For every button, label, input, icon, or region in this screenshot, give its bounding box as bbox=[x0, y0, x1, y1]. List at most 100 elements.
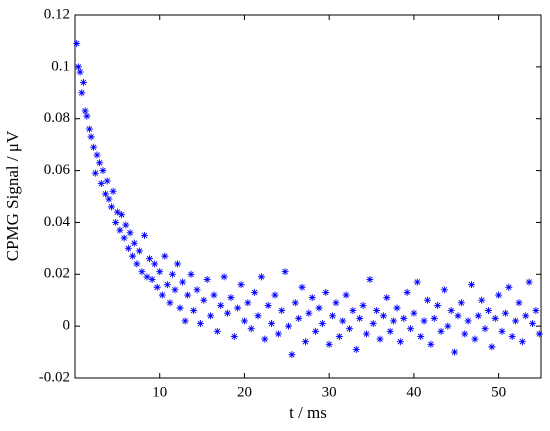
data-point bbox=[261, 335, 269, 343]
data-point bbox=[156, 268, 164, 276]
data-point bbox=[133, 260, 141, 268]
data-point bbox=[356, 314, 364, 322]
x-tick-label: 40 bbox=[406, 384, 421, 400]
data-point bbox=[305, 309, 313, 317]
data-point bbox=[522, 312, 530, 320]
data-point bbox=[325, 340, 333, 348]
data-point bbox=[227, 294, 235, 302]
data-point bbox=[478, 296, 486, 304]
data-point bbox=[163, 281, 171, 289]
data-point bbox=[437, 327, 445, 335]
data-point bbox=[288, 351, 296, 359]
data-point bbox=[427, 340, 435, 348]
data-point bbox=[488, 343, 496, 351]
data-point bbox=[274, 330, 282, 338]
data-point bbox=[508, 333, 516, 341]
data-point bbox=[122, 221, 130, 229]
data-point bbox=[220, 273, 228, 281]
data-point bbox=[278, 307, 286, 315]
data-point bbox=[535, 330, 543, 338]
data-point bbox=[318, 320, 326, 328]
y-tick-label: 0.08 bbox=[44, 110, 70, 126]
data-point bbox=[161, 252, 169, 260]
data-point bbox=[451, 348, 459, 356]
data-point bbox=[143, 273, 151, 281]
data-point bbox=[335, 333, 343, 341]
data-point bbox=[396, 338, 404, 346]
data-point bbox=[532, 307, 540, 315]
data-point bbox=[240, 317, 248, 325]
data-point bbox=[196, 320, 204, 328]
data-point bbox=[322, 288, 330, 296]
data-point bbox=[146, 255, 154, 263]
data-point bbox=[301, 338, 309, 346]
data-point bbox=[200, 296, 208, 304]
data-point bbox=[407, 325, 415, 333]
data-point bbox=[87, 133, 95, 141]
data-point bbox=[257, 273, 265, 281]
data-point bbox=[515, 299, 523, 307]
data-point bbox=[130, 239, 138, 247]
data-point bbox=[346, 325, 354, 333]
data-point bbox=[529, 320, 537, 328]
data-point bbox=[203, 275, 211, 283]
data-point bbox=[332, 299, 340, 307]
data-point bbox=[498, 327, 506, 335]
data-point bbox=[129, 252, 137, 260]
data-point bbox=[85, 125, 93, 133]
data-point bbox=[285, 322, 293, 330]
data-point bbox=[518, 338, 526, 346]
data-point bbox=[247, 325, 255, 333]
data-point bbox=[171, 286, 179, 294]
x-tick-label: 10 bbox=[152, 384, 167, 400]
data-point bbox=[78, 89, 86, 97]
data-point bbox=[444, 322, 452, 330]
data-point bbox=[124, 244, 132, 252]
data-point bbox=[440, 286, 448, 294]
data-point bbox=[410, 309, 418, 317]
plot-area bbox=[74, 14, 542, 379]
data-point bbox=[166, 299, 174, 307]
data-point bbox=[484, 307, 492, 315]
data-point bbox=[393, 304, 401, 312]
data-point bbox=[379, 312, 387, 320]
data-point bbox=[383, 294, 391, 302]
data-point bbox=[83, 112, 91, 120]
data-point bbox=[359, 301, 367, 309]
data-point bbox=[390, 317, 398, 325]
data-point bbox=[491, 314, 499, 322]
data-point bbox=[148, 275, 156, 283]
data-point bbox=[461, 330, 469, 338]
data-point bbox=[187, 270, 195, 278]
y-tick-label: 0 bbox=[63, 318, 71, 334]
data-point bbox=[74, 63, 82, 71]
data-point bbox=[315, 304, 323, 312]
data-point bbox=[120, 234, 128, 242]
data-point bbox=[107, 203, 115, 211]
y-tick-label: -0.02 bbox=[39, 369, 70, 385]
data-point bbox=[254, 312, 262, 320]
data-point bbox=[90, 143, 98, 151]
data-point bbox=[264, 301, 272, 309]
data-point bbox=[73, 40, 81, 48]
data-point bbox=[118, 211, 126, 219]
data-point bbox=[271, 291, 279, 299]
data-point bbox=[176, 304, 184, 312]
data-point bbox=[281, 268, 289, 276]
data-point bbox=[244, 299, 252, 307]
data-point bbox=[349, 307, 357, 315]
data-point bbox=[308, 294, 316, 302]
data-point bbox=[525, 278, 533, 286]
data-point bbox=[109, 187, 117, 195]
data-point bbox=[413, 278, 421, 286]
data-point bbox=[481, 325, 489, 333]
data-point bbox=[76, 68, 84, 76]
data-point bbox=[99, 167, 107, 175]
data-point bbox=[312, 327, 320, 335]
data-point bbox=[151, 260, 159, 268]
data-point bbox=[207, 312, 215, 320]
data-point bbox=[376, 335, 384, 343]
data-point bbox=[138, 268, 146, 276]
data-point bbox=[193, 286, 201, 294]
data-point bbox=[140, 231, 148, 239]
